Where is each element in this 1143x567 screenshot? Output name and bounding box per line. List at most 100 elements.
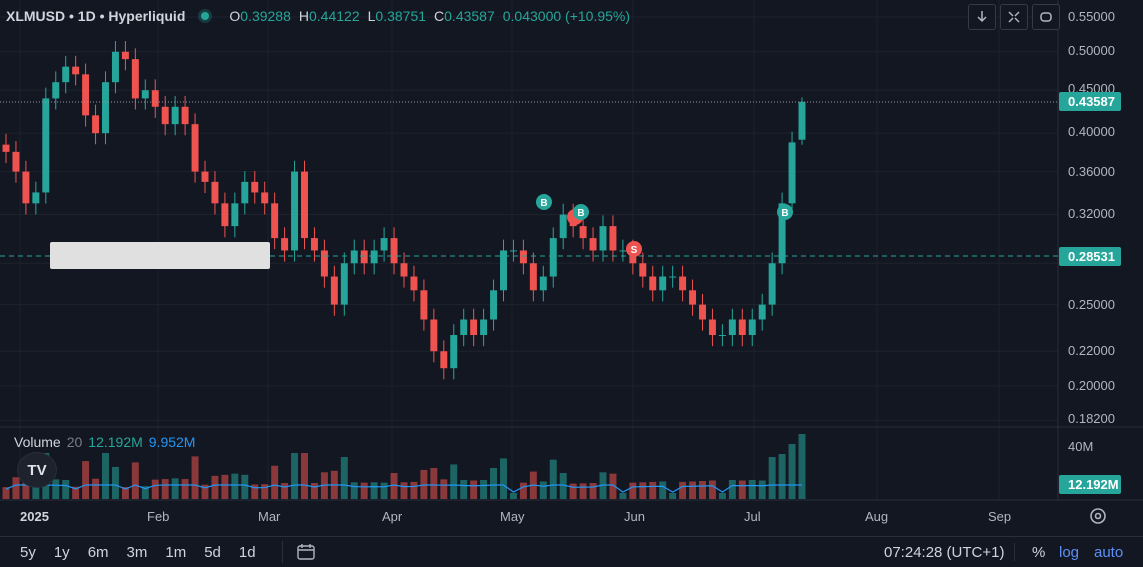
last-price-label-bg xyxy=(1059,92,1121,111)
volume-value: 12.192M xyxy=(88,434,143,450)
price-tick: 0.36000 xyxy=(1068,164,1115,179)
candle-body xyxy=(778,203,786,264)
candle-body xyxy=(370,250,378,264)
market-status-icon[interactable] xyxy=(201,12,210,20)
buy-marker[interactable]: B xyxy=(567,204,589,225)
candle-body xyxy=(659,276,667,291)
candle-body xyxy=(330,276,338,305)
time-axis[interactable]: 2025 Feb Mar Apr May Jun Jul Aug Sep xyxy=(20,509,1011,524)
volume-bar xyxy=(768,457,776,499)
volume-bar xyxy=(778,454,786,499)
candle-body xyxy=(728,319,736,336)
range-3m[interactable]: 3m xyxy=(126,543,148,561)
settings-gear-icon[interactable] xyxy=(1090,508,1106,524)
clock[interactable]: 07:24:28 (UTC+1) xyxy=(884,543,1005,561)
candle-body xyxy=(151,90,159,107)
open-label: O xyxy=(229,8,241,24)
candle-body xyxy=(181,106,189,125)
volume-bar xyxy=(639,482,647,499)
candle-body xyxy=(559,214,567,239)
buy-marker[interactable]: B xyxy=(777,204,793,220)
candle-body xyxy=(380,238,388,251)
candle-body xyxy=(708,319,716,336)
time-tick: Aug xyxy=(865,509,888,524)
range-1m[interactable]: 1m xyxy=(165,543,187,561)
volume-length: 20 xyxy=(66,434,83,450)
volume-bar xyxy=(500,458,507,499)
volume-bar xyxy=(788,444,796,499)
log-toggle[interactable]: log xyxy=(1059,543,1080,561)
candle-body xyxy=(42,98,50,193)
tradingview-logo[interactable]: TV xyxy=(17,452,57,488)
candle-body xyxy=(470,319,478,336)
refresh-icon[interactable] xyxy=(1032,4,1060,30)
candle-body xyxy=(111,51,119,83)
volume-bar xyxy=(121,487,129,499)
candle-body xyxy=(141,90,149,99)
high-value: 0.44122 xyxy=(309,8,360,24)
toolbar-divider xyxy=(1014,543,1015,561)
range-1d[interactable]: 1d xyxy=(238,543,256,561)
auto-toggle[interactable]: auto xyxy=(1094,543,1124,561)
sell-marker[interactable]: S xyxy=(626,241,642,257)
time-tick: Feb xyxy=(147,509,169,524)
range-1y[interactable]: 1y xyxy=(53,543,70,561)
volume-bar xyxy=(360,482,368,499)
time-tick: Apr xyxy=(382,509,403,524)
candle-body xyxy=(72,66,80,75)
volume-ma-value: 9.952M xyxy=(148,434,196,450)
price-tick: 0.32000 xyxy=(1068,206,1115,221)
volume-bar xyxy=(728,479,736,499)
candle-body xyxy=(320,250,328,277)
candle-body xyxy=(291,171,299,251)
candle-body xyxy=(390,238,398,264)
volume-bar xyxy=(798,434,806,499)
volume-bar xyxy=(579,483,587,499)
calendar-goto-icon[interactable] xyxy=(281,541,319,563)
volume-bar xyxy=(609,473,617,499)
candle-body xyxy=(261,192,269,204)
svg-text:S: S xyxy=(631,245,638,256)
candle-body xyxy=(599,226,607,251)
close-label: C xyxy=(434,8,445,24)
volume-bar xyxy=(102,453,109,499)
buy-marker[interactable]: B xyxy=(536,194,552,210)
range-6m[interactable]: 6m xyxy=(87,543,109,561)
candle-body xyxy=(798,101,806,140)
volume-bar xyxy=(679,481,687,499)
last-price-label: 0.43587 xyxy=(1068,94,1115,109)
candle-body xyxy=(589,238,597,251)
volume-bar xyxy=(320,472,328,499)
price-tick: 0.50000 xyxy=(1068,43,1115,58)
volume-bar xyxy=(251,484,259,499)
price-axis[interactable]: 0.55000 0.50000 0.45000 0.40000 0.36000 … xyxy=(1068,9,1115,426)
percent-toggle[interactable]: % xyxy=(1032,543,1046,561)
range-5d[interactable]: 5d xyxy=(204,543,221,561)
candle-body xyxy=(619,250,627,252)
redacted-overlay xyxy=(50,242,270,269)
candles xyxy=(2,40,806,380)
range-5y[interactable]: 5y xyxy=(20,543,36,561)
volume-bar xyxy=(52,479,60,499)
candle-body xyxy=(669,276,677,278)
price-tick: 0.25000 xyxy=(1068,297,1115,312)
volume-bar xyxy=(350,482,358,499)
volume-bar xyxy=(201,484,209,499)
candle-body xyxy=(529,263,537,291)
download-icon[interactable] xyxy=(968,4,996,30)
volume-bar xyxy=(539,481,547,499)
volume-bar xyxy=(559,473,567,499)
candle-body xyxy=(52,82,60,99)
volume-bar xyxy=(699,481,706,499)
volume-bar xyxy=(211,475,219,499)
chart-area[interactable]: 0.55000 0.50000 0.45000 0.40000 0.36000 … xyxy=(0,0,1143,532)
symbol-title[interactable]: XLMUSD • 1D • Hyperliquid xyxy=(6,8,186,24)
volume-title[interactable]: Volume xyxy=(14,434,61,450)
fullscreen-icon[interactable] xyxy=(1000,4,1028,30)
candle-body xyxy=(400,263,408,277)
volume-bar xyxy=(470,480,478,499)
volume-bar xyxy=(708,480,716,499)
volume-bar xyxy=(92,478,100,499)
volume-bar xyxy=(2,487,10,499)
svg-text:B: B xyxy=(577,208,584,219)
